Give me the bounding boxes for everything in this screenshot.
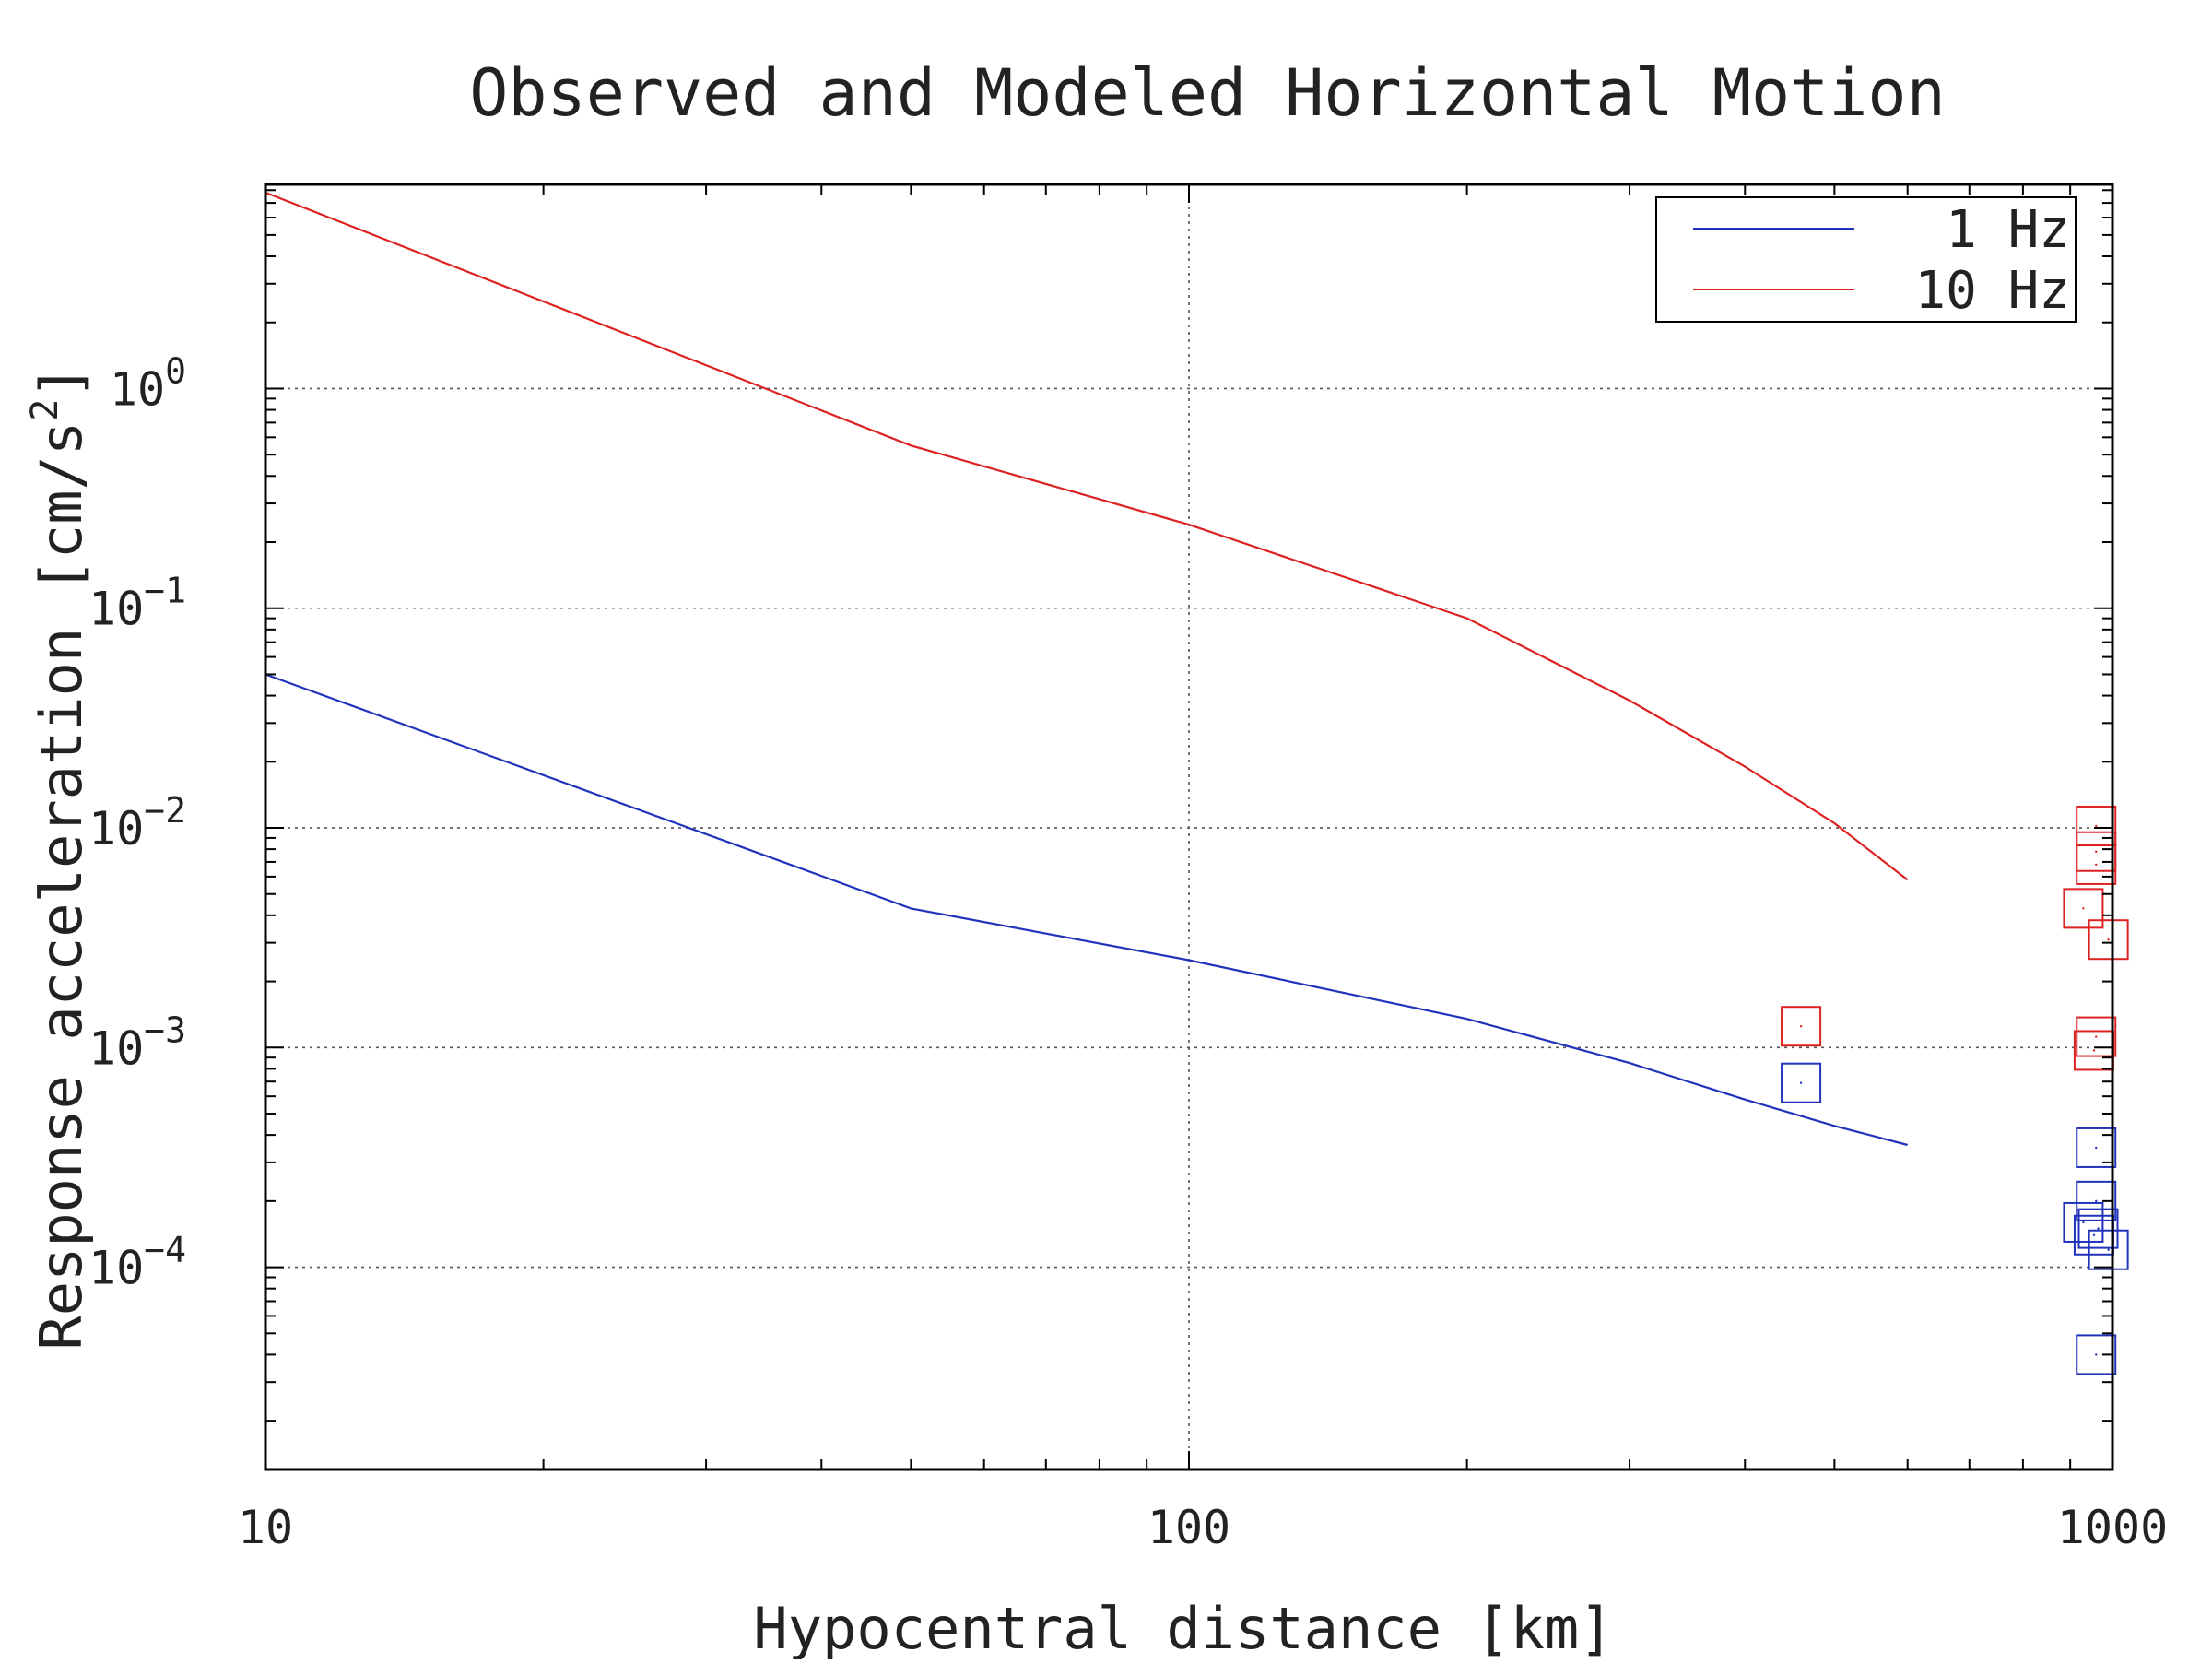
y-tick-label-base: 10 [88,802,144,856]
legend-label: 1 Hz [1946,200,2070,260]
observed-point-center [2095,1035,2098,1038]
observed-point-center [2107,1248,2110,1251]
y-tick-label: 10−4 [88,1230,186,1295]
observed-point-center [2095,824,2098,828]
y-tick-label-base: 10 [110,362,165,416]
y-axis-label-exponent: 2 [24,399,66,421]
observed-point-center [2095,863,2098,867]
y-tick-label-exponent: −2 [144,790,186,831]
x-tick-label: 1000 [2057,1501,2168,1554]
observed-point-marker [2077,1208,2119,1249]
observed-point-center [2082,907,2085,910]
legend-box [1655,196,2077,323]
observed-point-marker [1781,1062,1822,1103]
observed-point-center [2092,1233,2096,1236]
observed-point-center [1799,1025,1803,1028]
x-tick-label: 10 [238,1501,293,1554]
observed-point-marker [2076,1180,2117,1221]
y-tick-label: 10−1 [88,571,186,636]
observed-point-center [2095,850,2098,853]
y-tick-label: 10−3 [88,1009,186,1075]
series-line-0 [265,673,1908,1147]
observed-point-marker [2063,1201,2104,1243]
y-tick-label: 10−2 [88,790,186,856]
observed-point-marker [1781,1006,1822,1047]
observed-point-center [2097,1227,2100,1230]
data-layer [265,191,2129,1375]
legend-label: 10 Hz [1914,261,2070,321]
y-axis-label-text: Response acceleration [cm/s [28,421,95,1351]
observed-point-marker [2076,844,2117,885]
y-tick-label-base: 10 [88,1021,144,1075]
y-tick-label-base: 10 [88,1242,144,1295]
observed-point-marker [2088,919,2129,961]
y-tick-label-exponent: −1 [144,571,186,611]
tick-marks [265,184,2113,1469]
observed-point-center [2095,1199,2098,1203]
observed-point-marker [2076,1334,2117,1375]
observed-point-center [2082,1221,2085,1224]
y-tick-label-base: 10 [88,583,144,636]
observed-point-center [2107,938,2110,941]
y-tick-label-exponent: 0 [165,350,186,391]
observed-point-marker [2076,1016,2117,1057]
observed-point-center [1799,1081,1803,1084]
series-line-1 [265,191,1909,881]
chart-title: Observed and Modeled Horizontal Motion [469,55,1945,131]
observed-point-center [2095,1146,2098,1150]
observed-point-marker [2076,1127,2117,1168]
y-tick-label-exponent: −3 [144,1009,186,1050]
y-axis-label-end: ] [28,364,95,398]
y-axis-label: Response acceleration [cm/s2] [24,364,95,1350]
observed-point-center [2092,1049,2096,1052]
y-tick-label-exponent: −4 [144,1230,186,1270]
observed-point-marker [2063,888,2104,929]
y-tick-label: 100 [110,350,186,416]
x-axis-label: Hypocentral distance [km] [753,1595,1613,1659]
x-tick-label: 100 [1147,1501,1230,1554]
grid-lines [265,184,2112,1469]
observed-point-marker [2088,1229,2129,1270]
observed-point-center [2095,1353,2098,1356]
